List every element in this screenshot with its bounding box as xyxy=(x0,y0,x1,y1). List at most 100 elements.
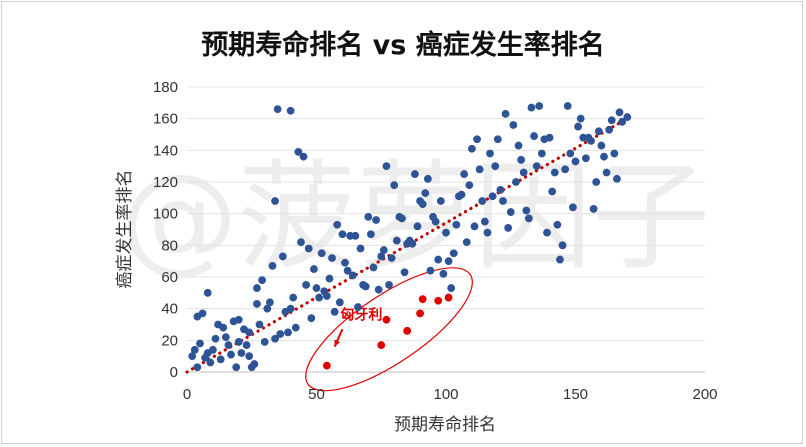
data-point xyxy=(379,246,388,254)
data-point xyxy=(221,333,230,342)
data-point xyxy=(470,222,479,231)
data-point xyxy=(514,141,523,150)
y-tick-label: 160 xyxy=(153,111,178,128)
data-point xyxy=(524,214,533,223)
y-tick-label: 120 xyxy=(153,174,178,191)
data-point xyxy=(227,350,235,359)
data-point xyxy=(307,314,316,323)
data-point xyxy=(216,355,225,364)
data-point xyxy=(250,360,259,368)
data-point xyxy=(245,352,254,361)
data-point xyxy=(328,254,336,262)
data-point xyxy=(408,239,417,248)
data-point xyxy=(442,228,450,237)
data-point xyxy=(219,323,228,332)
x-axis-label: 预期寿命排名 xyxy=(394,415,496,435)
data-point xyxy=(411,170,419,178)
data-point xyxy=(253,300,261,308)
y-tick-label: 100 xyxy=(153,206,178,223)
data-point xyxy=(260,338,269,346)
data-point xyxy=(348,271,357,280)
data-point xyxy=(390,181,399,190)
highlight-ellipse xyxy=(305,267,473,392)
data-point xyxy=(421,189,430,197)
data-point xyxy=(556,255,564,264)
data-point xyxy=(569,203,577,212)
data-point xyxy=(387,254,396,262)
data-point xyxy=(271,197,279,205)
data-point xyxy=(413,222,422,231)
data-point xyxy=(278,252,287,261)
data-point xyxy=(351,231,360,240)
data-point xyxy=(276,330,285,338)
data-point xyxy=(304,244,313,253)
data-point xyxy=(299,152,308,161)
data-point xyxy=(574,122,582,131)
data-point xyxy=(517,155,526,164)
data-point xyxy=(253,284,261,292)
data-point xyxy=(543,228,551,237)
data-point xyxy=(553,220,562,229)
data-point xyxy=(561,165,570,174)
data-point xyxy=(473,135,481,144)
data-point xyxy=(338,230,347,239)
data-point xyxy=(522,206,531,215)
data-point xyxy=(499,197,507,205)
y-tick-label: 40 xyxy=(161,301,178,318)
y-tick-label: 0 xyxy=(170,364,178,381)
data-point xyxy=(286,106,295,115)
data-point xyxy=(509,121,518,129)
data-point xyxy=(312,284,321,292)
data-point xyxy=(615,108,624,117)
data-point xyxy=(385,281,393,289)
data-point xyxy=(519,168,528,177)
data-point xyxy=(188,352,197,361)
data-point xyxy=(237,349,246,357)
data-point xyxy=(558,241,567,250)
data-point xyxy=(193,363,202,372)
data-point xyxy=(563,102,572,110)
data-point xyxy=(206,358,215,367)
data-point xyxy=(571,157,580,166)
data-point xyxy=(333,220,342,229)
data-point xyxy=(512,178,520,186)
data-point xyxy=(504,224,513,232)
data-point xyxy=(203,288,212,297)
data-point xyxy=(548,187,557,196)
data-point xyxy=(245,328,254,337)
data-point xyxy=(605,125,614,134)
chart-title: 预期寿命排名 vs 癌症发生率排名 xyxy=(201,29,604,61)
gridlines xyxy=(187,86,705,373)
data-point xyxy=(255,320,264,329)
data-point xyxy=(341,258,349,267)
data-point xyxy=(211,334,220,343)
y-tick-label: 80 xyxy=(161,237,178,254)
data-point xyxy=(444,293,453,302)
data-point xyxy=(377,252,386,261)
data-point xyxy=(434,296,443,305)
data-point xyxy=(190,345,199,354)
data-point xyxy=(602,168,611,177)
data-point xyxy=(478,197,487,205)
data-point xyxy=(576,114,585,123)
x-tick-label: 0 xyxy=(183,386,191,403)
data-point xyxy=(483,228,492,237)
data-point xyxy=(431,217,440,226)
data-point xyxy=(224,341,233,349)
data-point xyxy=(291,323,300,332)
data-point xyxy=(209,345,217,354)
data-point xyxy=(354,303,362,311)
data-point xyxy=(613,174,621,183)
y-tick-label: 140 xyxy=(153,142,178,159)
data-point xyxy=(382,315,391,324)
data-point xyxy=(382,162,391,171)
data-point xyxy=(198,309,207,318)
data-point xyxy=(289,293,298,302)
data-point xyxy=(364,212,373,221)
data-point xyxy=(325,274,334,283)
data-point xyxy=(302,281,311,289)
data-point xyxy=(416,309,424,318)
data-point xyxy=(310,265,318,273)
data-point xyxy=(581,154,590,163)
